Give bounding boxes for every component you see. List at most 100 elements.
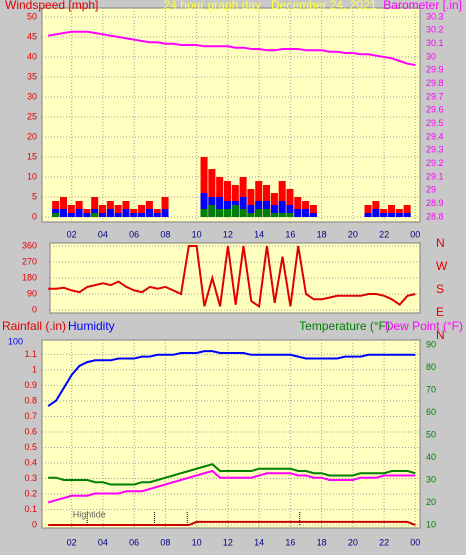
y2-tick-label: 30.3 <box>426 11 444 21</box>
compass-label: E <box>436 305 444 319</box>
bar <box>395 213 403 217</box>
bar <box>200 209 208 217</box>
y2-tick-label: 29.1 <box>426 171 444 181</box>
bar <box>122 209 130 217</box>
x-tick-label: 08 <box>160 537 170 547</box>
y2-tick-label: 28.8 <box>426 211 444 221</box>
y-tick-label: 45 <box>27 31 37 41</box>
y2-tick-label: 30 <box>426 474 436 484</box>
bar <box>208 205 216 217</box>
panel-temperature <box>41 339 421 529</box>
y2-tick-label: 29.5 <box>426 118 444 128</box>
y-tick-label: 180 <box>22 272 37 282</box>
bar <box>278 181 286 217</box>
bar <box>387 205 396 217</box>
bar <box>302 209 310 217</box>
bar <box>239 209 247 217</box>
y2-tick-label: 30.2 <box>426 25 444 35</box>
y2-tick-label: 29.9 <box>426 65 444 75</box>
y-tick-label: 50 <box>27 11 37 21</box>
x-tick-label: 22 <box>379 537 389 547</box>
bar <box>200 157 208 217</box>
bar <box>106 209 114 217</box>
y-tick-label: 0.3 <box>24 473 37 483</box>
y3-label: Humidity <box>68 319 115 333</box>
bar <box>286 213 294 217</box>
y-tick-label: 25 <box>27 111 37 121</box>
bar <box>67 205 75 217</box>
bar <box>403 205 411 217</box>
bar <box>364 205 372 217</box>
y-tick-label: 0.9 <box>24 380 37 390</box>
bar <box>67 213 75 217</box>
bar <box>75 209 83 217</box>
bar <box>294 209 302 217</box>
x-tick-label: 08 <box>160 229 170 239</box>
bar <box>114 205 122 217</box>
bar <box>263 209 271 217</box>
bar <box>278 201 286 217</box>
x-tick-label: 14 <box>254 229 264 239</box>
y2-tick-label: 90 <box>426 339 436 349</box>
y2-tick-label: 29.4 <box>426 131 444 141</box>
y2-tick-label: 29.7 <box>426 91 444 101</box>
line <box>48 520 416 526</box>
y-tick-label: 0.2 <box>24 488 37 498</box>
bar <box>114 213 122 217</box>
bar <box>83 213 91 217</box>
bar <box>231 205 239 217</box>
y-label: Rainfall (.in) <box>2 319 66 333</box>
y-tick-label: 40 <box>27 51 37 61</box>
y2-tick-label: 20 <box>426 497 436 507</box>
line <box>47 469 416 504</box>
x-tick-label: 06 <box>129 229 139 239</box>
x-tick-label: 22 <box>379 229 389 239</box>
y-tick-label: 1.1 <box>24 349 37 359</box>
y-label: Windspeed [mph] <box>5 0 98 12</box>
bar <box>99 205 107 217</box>
x-tick-label: 16 <box>285 537 295 547</box>
line <box>48 463 416 486</box>
y-tick-label: 0 <box>32 211 37 221</box>
y2-label: Temperature (°F) <box>299 319 390 333</box>
x-tick-label: 10 <box>192 537 202 547</box>
x-tick-label: 06 <box>129 537 139 547</box>
bar <box>145 209 153 217</box>
y-tick-label: 20 <box>27 131 37 141</box>
chart-title: 24 hour graph day December 24, 2021 <box>164 0 377 12</box>
compass-label: W <box>436 259 448 273</box>
bar <box>309 213 317 217</box>
y2-tick-label: 80 <box>426 362 436 372</box>
x-tick-label: 02 <box>67 537 77 547</box>
bar <box>223 209 231 217</box>
bar <box>99 213 107 217</box>
y2-tick-label: 70 <box>426 384 436 394</box>
y-tick-label: 0.8 <box>24 395 37 405</box>
bar <box>270 213 278 217</box>
compass-label: S <box>436 282 444 296</box>
bar <box>59 209 67 217</box>
bar <box>59 197 67 217</box>
y-tick-label: 15 <box>27 151 37 161</box>
bar <box>372 209 380 217</box>
y2-tick-label: 29.6 <box>426 105 444 115</box>
y2-tick-label: 29.2 <box>426 158 444 168</box>
x-tick-label: 20 <box>348 537 358 547</box>
y-tick-label: 35 <box>27 71 37 81</box>
bar <box>138 213 146 217</box>
x-tick-label: 12 <box>223 229 233 239</box>
tide-label: Hightide <box>73 509 106 519</box>
y-tick-label: 0.6 <box>24 426 37 436</box>
y-tick-label: 360 <box>22 240 37 250</box>
bar <box>216 197 224 217</box>
y-tick-label: 30 <box>27 91 37 101</box>
bar <box>403 213 411 217</box>
y-tick-label: 1 <box>32 364 37 374</box>
y2-tick-label: 29 <box>426 185 436 195</box>
y3-tick-label: 100 <box>8 336 23 346</box>
y-tick-label: 0.1 <box>24 504 37 514</box>
bar <box>161 197 169 217</box>
y2-tick-label: 29.8 <box>426 78 444 88</box>
y2-tick-label: 28.9 <box>426 198 444 208</box>
bar <box>91 197 99 217</box>
